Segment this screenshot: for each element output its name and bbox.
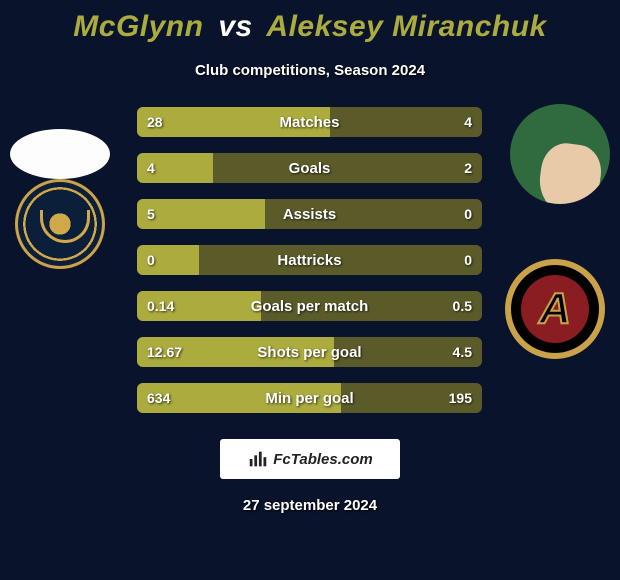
club-letter: A — [539, 284, 571, 334]
subtitle: Club competitions, Season 2024 — [0, 62, 620, 79]
comparison-stage: A 28Matches44Goals25Assists00Hattricks00… — [0, 99, 620, 559]
player2-club-badge: A — [505, 259, 605, 359]
vs-text: vs — [218, 10, 252, 43]
stat-label: Shots per goal — [137, 337, 482, 367]
date-text: 27 september 2024 — [0, 497, 620, 514]
stat-value-right: 195 — [439, 383, 482, 413]
stat-value-right: 0 — [454, 245, 482, 275]
stat-bars: 28Matches44Goals25Assists00Hattricks00.1… — [137, 107, 482, 429]
comparison-title: McGlynn vs Aleksey Miranchuk — [0, 0, 620, 44]
club-badge-inner: A — [521, 275, 589, 343]
stat-label: Goals — [137, 153, 482, 183]
stat-label: Goals per match — [137, 291, 482, 321]
player2-name: Aleksey Miranchuk — [266, 10, 546, 43]
stat-label: Matches — [137, 107, 482, 137]
branding-badge: FcTables.com — [220, 439, 400, 479]
stat-value-right: 2 — [454, 153, 482, 183]
branding-text: FcTables.com — [273, 451, 372, 468]
stat-bar-row: 5Assists0 — [137, 199, 482, 229]
chart-icon — [247, 448, 269, 470]
stat-label: Assists — [137, 199, 482, 229]
player1-club-badge — [15, 179, 105, 269]
stat-bar-row: 0.14Goals per match0.5 — [137, 291, 482, 321]
stat-bar-row: 28Matches4 — [137, 107, 482, 137]
player2-avatar — [510, 104, 610, 204]
stat-bar-row: 634Min per goal195 — [137, 383, 482, 413]
stat-bar-row: 0Hattricks0 — [137, 245, 482, 275]
stat-value-right: 4 — [454, 107, 482, 137]
player1-avatar — [10, 129, 110, 179]
stat-value-right: 0.5 — [443, 291, 482, 321]
stat-bar-row: 4Goals2 — [137, 153, 482, 183]
player1-name: McGlynn — [73, 10, 203, 43]
stat-label: Min per goal — [137, 383, 482, 413]
stat-label: Hattricks — [137, 245, 482, 275]
stat-value-right: 0 — [454, 199, 482, 229]
stat-value-right: 4.5 — [443, 337, 482, 367]
stat-bar-row: 12.67Shots per goal4.5 — [137, 337, 482, 367]
